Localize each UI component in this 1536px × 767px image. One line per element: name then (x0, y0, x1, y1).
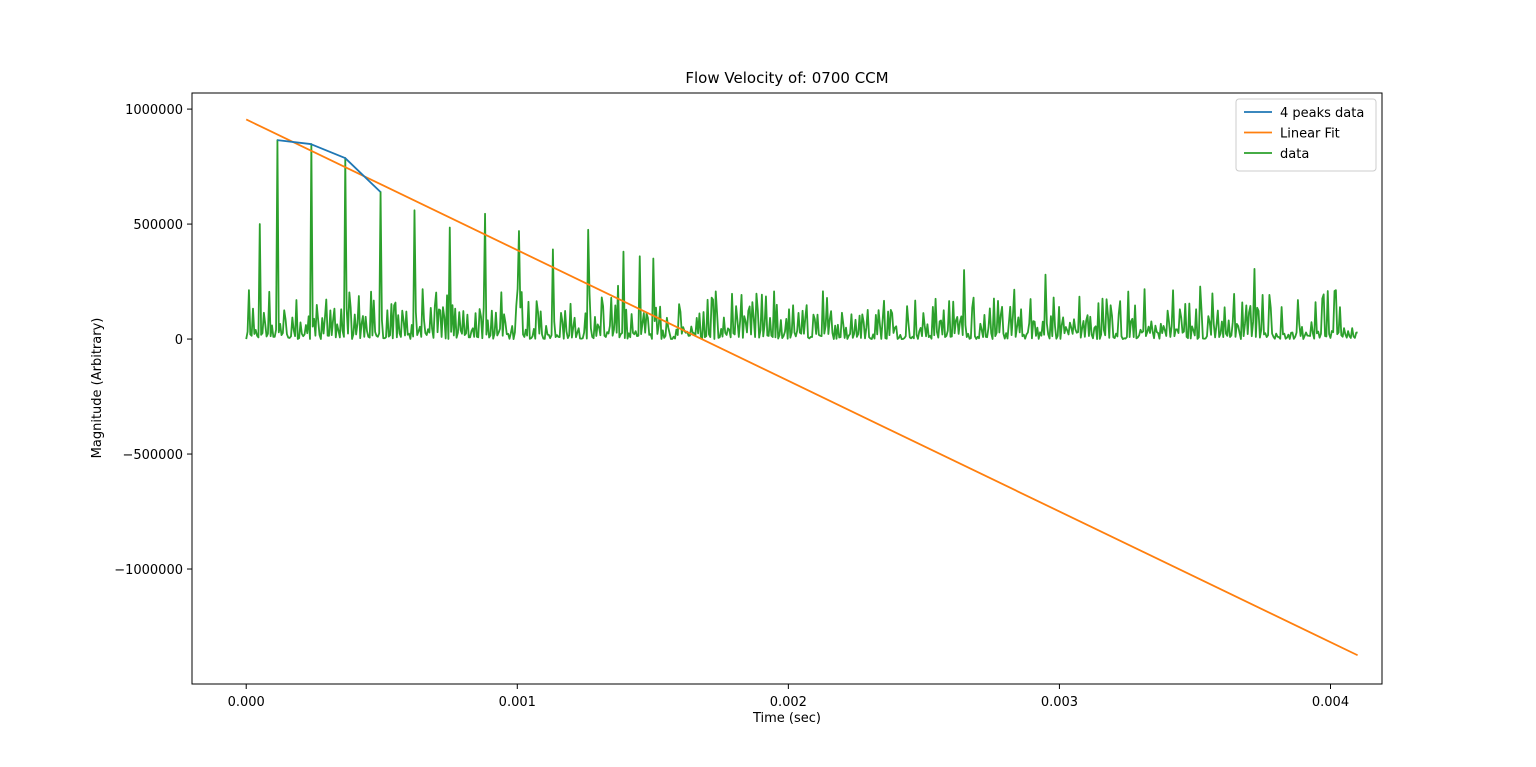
series-layer (245, 118, 1358, 657)
series-line-linear-fit (245, 118, 1358, 657)
legend-entry: 4 peaks data (1280, 106, 1364, 121)
x-tick-label: 0.000 (228, 695, 265, 710)
y-tick-label: −500000 (122, 448, 183, 463)
y-axis-label: Magnitude (Arbitrary) (90, 318, 105, 459)
x-tick-label: 0.001 (499, 695, 536, 710)
y-tick-label: 0 (175, 333, 183, 348)
x-axis-label: Time (sec) (752, 711, 821, 726)
legend-entry: Linear Fit (1280, 127, 1340, 142)
x-ticks: 0.000 0.001 0.002 0.003 0.004 (228, 684, 1349, 710)
chart-title: Flow Velocity of: 0700 CCM (685, 69, 888, 87)
y-tick-label: 1000000 (125, 103, 183, 118)
y-ticks: 1000000 500000 0 −500000 −1000000 (114, 103, 192, 578)
x-tick-label: 0.003 (1041, 695, 1078, 710)
series-line-data (245, 139, 1358, 340)
x-tick-label: 0.004 (1312, 695, 1349, 710)
axes-frame (191, 92, 1383, 685)
x-tick-label: 0.002 (770, 695, 807, 710)
series-line-4-peaks-data (277, 139, 382, 193)
y-tick-label: 500000 (133, 218, 183, 233)
y-tick-label: −1000000 (114, 563, 183, 578)
legend: 4 peaks data Linear Fit data (1235, 98, 1377, 172)
legend-entry: data (1280, 147, 1309, 162)
